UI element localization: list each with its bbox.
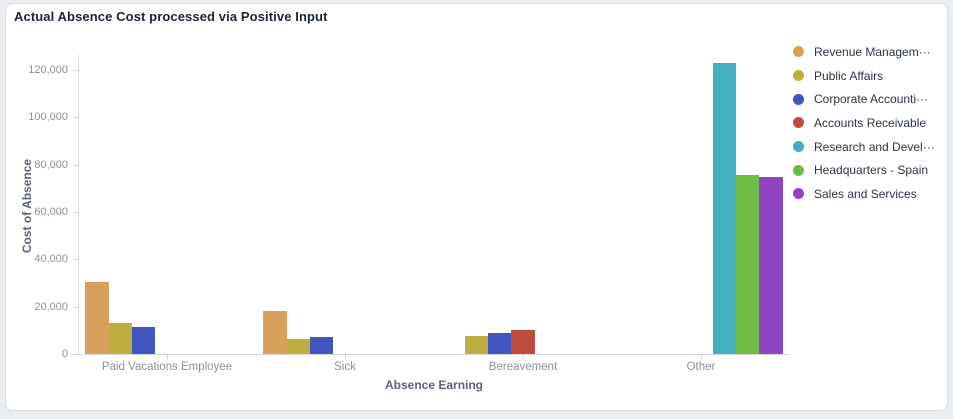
y-axis-tick [73, 70, 78, 71]
bar-research-and-devel[interactable] [712, 62, 737, 354]
y-axis-tick [73, 259, 78, 261]
x-axis-tick [701, 354, 702, 359]
bar-revenue-managem[interactable] [85, 281, 109, 354]
bar-sales-and-services[interactable] [759, 176, 783, 354]
y-axis-tick-label: 20,000 [34, 300, 68, 313]
y-axis-tick-label: 120,000 [28, 64, 68, 76]
y-axis-tick [73, 212, 78, 213]
bar-public-affairs[interactable] [464, 335, 488, 354]
legend-swatch-icon [793, 93, 804, 105]
x-axis-tick [167, 354, 168, 359]
y-axis-tick-label: 40,000 [34, 253, 68, 266]
legend-swatch-icon [793, 117, 804, 129]
legend-item[interactable]: Revenue Managem··· [793, 40, 935, 64]
legend-swatch-icon [793, 164, 804, 176]
chart-legend: Revenue Managem··· Public Affairs Corporat… [793, 40, 935, 206]
legend-label: Public Affairs [814, 68, 884, 83]
legend-label: Corporate Accounti··· [814, 92, 929, 107]
x-axis-tick [345, 354, 346, 359]
y-axis-tick [73, 164, 78, 166]
legend-swatch-icon [793, 188, 804, 200]
legend-item[interactable]: Research and Devel··· [793, 135, 935, 159]
bar-corporate-accounti[interactable] [309, 337, 334, 354]
y-axis-tick [73, 117, 78, 119]
y-axis-tick-label: 60,000 [34, 206, 68, 218]
bar-public-affairs[interactable] [286, 338, 310, 354]
y-axis-tick-label: 80,000 [34, 158, 68, 171]
legend-item[interactable]: Public Affairs [793, 64, 935, 88]
bar-revenue-managem[interactable] [263, 311, 287, 354]
legend-swatch-icon [793, 70, 804, 82]
y-axis-tick [73, 354, 78, 355]
legend-item[interactable]: Headquarters - Spain [793, 158, 935, 182]
legend-label: Sales and Services [814, 186, 917, 201]
x-axis-line [78, 354, 790, 355]
bar-corporate-accounti[interactable] [487, 332, 512, 354]
x-axis-category-label: Sick [334, 361, 356, 373]
bar-public-affairs[interactable] [108, 323, 132, 354]
legend-label: Headquarters - Spain [814, 163, 929, 178]
bar-accounts-receivable[interactable] [511, 329, 535, 354]
legend-item[interactable]: Corporate Accounti··· [793, 87, 935, 111]
y-axis-tick-label: 0 [61, 348, 68, 360]
legend-item[interactable]: Sales and Services [793, 182, 935, 206]
y-axis-tick-label: 100,000 [28, 111, 68, 124]
legend-label: Accounts Receivable [814, 115, 927, 130]
legend-label: Revenue Managem··· [814, 44, 931, 59]
x-axis-title: Absence Earning [384, 378, 484, 392]
x-axis-category-label: Bereavement [488, 361, 558, 373]
legend-label: Research and Devel··· [814, 139, 935, 154]
legend-item[interactable]: Accounts Receivable [793, 111, 935, 135]
y-axis-line [78, 55, 79, 354]
y-axis-tick [73, 306, 78, 308]
x-axis-tick [523, 354, 524, 359]
chart-title: Actual Absence Cost processed via Positi… [14, 9, 328, 24]
legend-swatch-icon [793, 46, 804, 58]
x-axis-category-label: Other [686, 361, 716, 373]
bar-headquarters-spain[interactable] [736, 175, 760, 354]
x-axis-category-label: Paid Vacations Employee [101, 361, 233, 373]
bar-corporate-accounti[interactable] [131, 327, 156, 354]
legend-swatch-icon [793, 141, 804, 153]
